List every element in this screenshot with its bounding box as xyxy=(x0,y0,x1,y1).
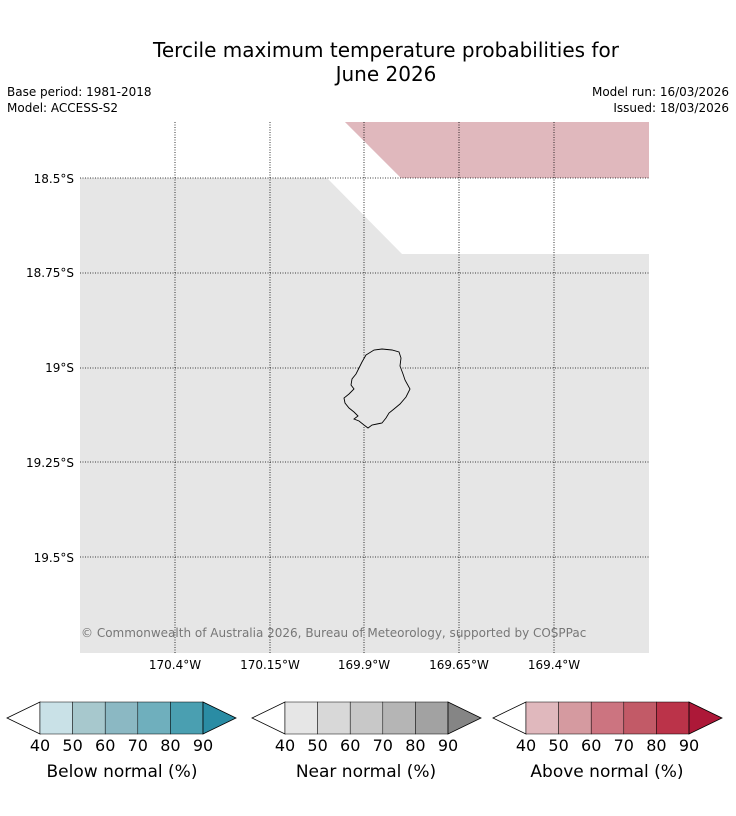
above-normal-region xyxy=(345,122,649,178)
legend-title-below: Below normal (%) xyxy=(46,762,198,782)
lat-label: 19°S xyxy=(45,361,74,375)
no-signal-region xyxy=(80,122,649,254)
colorbar-segment xyxy=(39,701,73,735)
issued-date: Issued: 18/03/2026 xyxy=(613,101,729,115)
colorbar-segment xyxy=(382,701,416,735)
graticule xyxy=(80,122,649,653)
colorbar-extend-high xyxy=(688,701,723,735)
colorbar-extend-low xyxy=(251,701,286,735)
colorbar-segment xyxy=(558,701,592,735)
colorbar-segment xyxy=(284,701,318,735)
copyright-text: © Commonwealth of Australia 2026, Bureau… xyxy=(81,626,586,640)
colorbar-segment xyxy=(415,701,449,735)
lat-label: 19.5°S xyxy=(34,551,74,565)
model-name: Model: ACCESS-S2 xyxy=(7,101,119,115)
lat-label: 18.75°S xyxy=(26,266,74,280)
colorbar-tick-label: 70 xyxy=(373,736,393,755)
colorbar-segment xyxy=(525,701,559,735)
colorbar-near-normal: 40 50 60 70 80 90 xyxy=(251,701,482,755)
colorbar-segment xyxy=(137,701,171,735)
colorbar-tick-label: 50 xyxy=(307,736,327,755)
colorbar-segment xyxy=(623,701,657,735)
colorbar-tick-label: 50 xyxy=(548,736,568,755)
colorbar-tick-label: 90 xyxy=(193,736,213,755)
meta-left: Base period: 1981-2018 Model: ACCESS-S2 xyxy=(7,84,152,116)
lon-label: 169.9°W xyxy=(338,658,390,672)
lon-label: 169.65°W xyxy=(429,658,489,672)
lon-label: 170.4°W xyxy=(149,658,201,672)
meta-right: Model run: 16/03/2026 Issued: 18/03/2026 xyxy=(592,84,729,116)
colorbar-extend-high xyxy=(447,701,482,735)
model-run: Model run: 16/03/2026 xyxy=(591,85,729,99)
colorbar-tick-label: 70 xyxy=(128,736,148,755)
island-coastline xyxy=(343,348,411,429)
colorbar-tick-label: 60 xyxy=(340,736,360,755)
colorbar-segment xyxy=(317,701,351,735)
lon-label: 169.4°W xyxy=(528,658,580,672)
title-line-2: June 2026 xyxy=(335,62,437,86)
colorbar-tick-label: 80 xyxy=(646,736,666,755)
colorbar-tick-label: 90 xyxy=(679,736,699,755)
latitude-labels: 18.5°S 18.75°S 19°S 19.25°S 19.5°S xyxy=(26,172,74,565)
lon-label: 170.15°W xyxy=(240,658,300,672)
colorbar-tick-label: 90 xyxy=(438,736,458,755)
colorbar-tick-label: 50 xyxy=(62,736,82,755)
colorbar-above-normal: 40 50 60 70 80 90 xyxy=(492,701,723,755)
base-period: Base period: 1981-2018 xyxy=(7,85,152,99)
colorbar-segment xyxy=(590,701,625,735)
colorbar-tick-label: 40 xyxy=(275,736,295,755)
colorbar-segment xyxy=(349,701,384,735)
colorbar-below-normal: 40 50 60 70 80 90 xyxy=(6,701,237,755)
colorbar-segment xyxy=(170,701,204,735)
title-line-1: Tercile maximum temperature probabilitie… xyxy=(153,38,619,62)
chart-title: Tercile maximum temperature probabilitie… xyxy=(0,38,736,86)
colorbar-tick-label: 60 xyxy=(95,736,115,755)
colorbar-tick-label: 40 xyxy=(30,736,50,755)
longitude-labels: 170.4°W 170.15°W 169.9°W 169.65°W 169.4°… xyxy=(149,658,580,672)
colorbar-tick-label: 60 xyxy=(581,736,601,755)
colorbar-segment xyxy=(656,701,690,735)
colorbar-tick-label: 80 xyxy=(160,736,180,755)
colorbar-tick-label: 80 xyxy=(405,736,425,755)
colorbar-segment xyxy=(104,701,139,735)
colorbar-extend-low xyxy=(492,701,527,735)
lat-label: 19.25°S xyxy=(26,456,74,470)
legend-title-above: Above normal (%) xyxy=(530,762,684,782)
colorbar-tick-label: 70 xyxy=(614,736,634,755)
colorbar-tick-label: 40 xyxy=(516,736,536,755)
map-panel: © Commonwealth of Australia 2026, Bureau… xyxy=(80,122,649,653)
lat-label: 18.5°S xyxy=(34,172,74,186)
colorbar-segment xyxy=(72,701,106,735)
legend-title-near: Near normal (%) xyxy=(295,762,437,782)
colorbar-extend-low xyxy=(6,701,41,735)
colorbar-extend-high xyxy=(202,701,237,735)
